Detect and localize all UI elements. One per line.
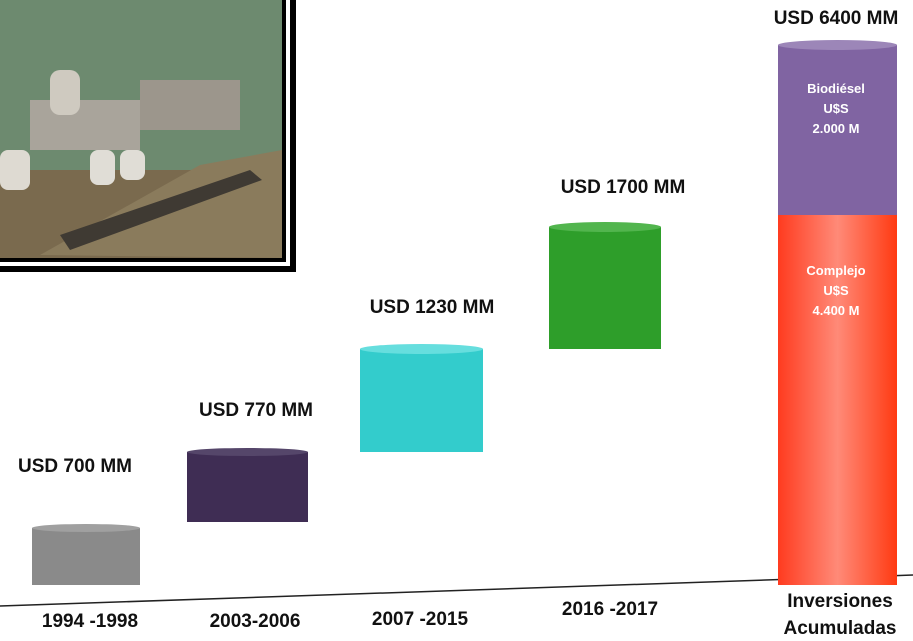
page: USD 700 MM USD 770 MM USD 1230 MM USD 17…	[0, 0, 913, 641]
segment-label: Biodiésel	[807, 81, 865, 96]
cylinder	[360, 344, 483, 452]
cylinder	[32, 524, 140, 585]
period-label: Acumuladas	[784, 618, 897, 639]
amount-label: USD 770 MM	[199, 400, 313, 421]
segment-label: U$S	[823, 283, 849, 298]
period-label: 2016 -2017	[562, 599, 658, 620]
amount-label: USD 1700 MM	[561, 177, 686, 198]
slide: USD 700 MM USD 770 MM USD 1230 MM USD 17…	[0, 0, 913, 641]
segment-label: 2.000 M	[813, 121, 860, 136]
period-label: 1994 -1998	[42, 611, 138, 632]
segment-label: Complejo	[806, 263, 865, 278]
segment-label: 4.400 M	[813, 303, 860, 318]
segment-label: U$S	[823, 101, 849, 116]
amount-label: USD 6400 MM	[774, 8, 899, 29]
amount-label: USD 1230 MM	[370, 297, 495, 318]
period-label: 2007 -2015	[372, 609, 469, 630]
amount-label: USD 700 MM	[18, 456, 132, 477]
period-label: Inversiones	[787, 591, 893, 612]
cylinder	[549, 222, 661, 349]
period-label: 2003-2006	[210, 611, 301, 632]
photo	[0, 0, 296, 272]
cylinder	[187, 448, 308, 522]
